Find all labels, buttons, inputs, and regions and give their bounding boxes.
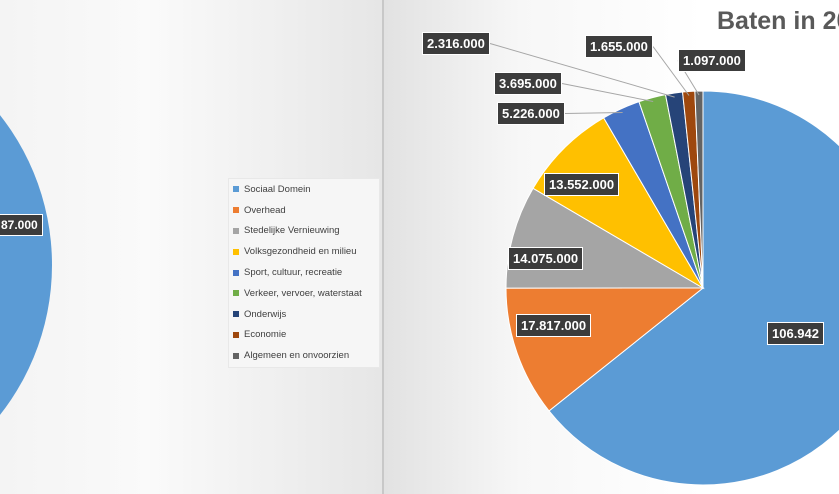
legend-swatch — [233, 352, 239, 359]
leader-line-verkeer-vervoer-waterstaat — [561, 83, 654, 103]
pie-slice-algemeen-en-onvoorzien — [694, 90, 704, 289]
data-label-algemeen: 1.097.000 — [678, 49, 746, 72]
legend-label: Onderwijs — [244, 308, 287, 320]
legend-label: Volksgezondheid en milieu — [244, 246, 357, 258]
legend-item-overhead: Overhead — [229, 200, 379, 221]
data-label-sociaal-domein: 106.942 — [767, 322, 824, 345]
legend-swatch — [233, 186, 239, 193]
leader-line-sport-cultuur-recreatie — [564, 112, 623, 114]
legend-swatch — [233, 227, 239, 234]
left-pie-slice-sociaal-domein — [0, 115, 52, 415]
legend-item-algemeen: Algemeen en onvoorzien — [229, 345, 379, 366]
data-label-sport: 5.226.000 — [497, 102, 565, 125]
pie-slices — [505, 90, 839, 486]
legend-label: Sport, cultuur, recreatie — [244, 267, 343, 279]
legend-swatch — [233, 331, 239, 338]
legend-label: Algemeen en onvoorzien — [244, 350, 350, 362]
data-label-volksgezondheid: 13.552.000 — [544, 173, 620, 196]
legend-item-sport: Sport, cultuur, recreatie — [229, 262, 379, 283]
data-label-stedelijke-vernieuwing: 14.075.000 — [508, 247, 584, 270]
chart-legend: Sociaal Domein Overhead Stedelijke Verni… — [228, 178, 380, 368]
left-slice-value-label: 87.000 — [0, 214, 43, 236]
data-label-overhead: 17.817.000 — [516, 314, 592, 337]
legend-item-economie: Economie — [229, 325, 379, 346]
legend-swatch — [233, 248, 239, 255]
legend-swatch — [233, 290, 239, 297]
legend-item-volksgezondheid: Volksgezondheid en milieu — [229, 241, 379, 262]
legend-item-sociaal-domein: Sociaal Domein — [229, 179, 379, 200]
legend-item-onderwijs: Onderwijs — [229, 304, 379, 325]
chart-title: Baten in 20 — [717, 7, 839, 35]
panel-divider — [382, 0, 384, 494]
leader-line-onderwijs — [489, 43, 675, 98]
pie-slice-sociaal-domein — [548, 90, 839, 486]
legend-label: Overhead — [244, 204, 286, 216]
pie-slice-volksgezondheid-en-milieu — [532, 117, 705, 290]
legend-label: Economie — [244, 329, 287, 341]
legend-swatch — [233, 207, 239, 214]
data-label-onderwijs: 2.316.000 — [422, 32, 490, 55]
leader-lines — [489, 43, 700, 114]
data-label-verkeer: 3.695.000 — [494, 72, 562, 95]
legend-item-verkeer: Verkeer, vervoer, waterstaat — [229, 283, 379, 304]
legend-swatch — [233, 311, 239, 318]
legend-item-stedelijke-vernieuwing: Stedelijke Vernieuwing — [229, 221, 379, 242]
legend-label: Stedelijke Vernieuwing — [244, 225, 340, 237]
legend-label: Verkeer, vervoer, waterstaat — [244, 287, 362, 299]
legend-label: Sociaal Domein — [244, 183, 311, 195]
data-label-economie: 1.655.000 — [585, 35, 653, 58]
leader-line-economie — [652, 46, 690, 96]
legend-swatch — [233, 269, 239, 276]
